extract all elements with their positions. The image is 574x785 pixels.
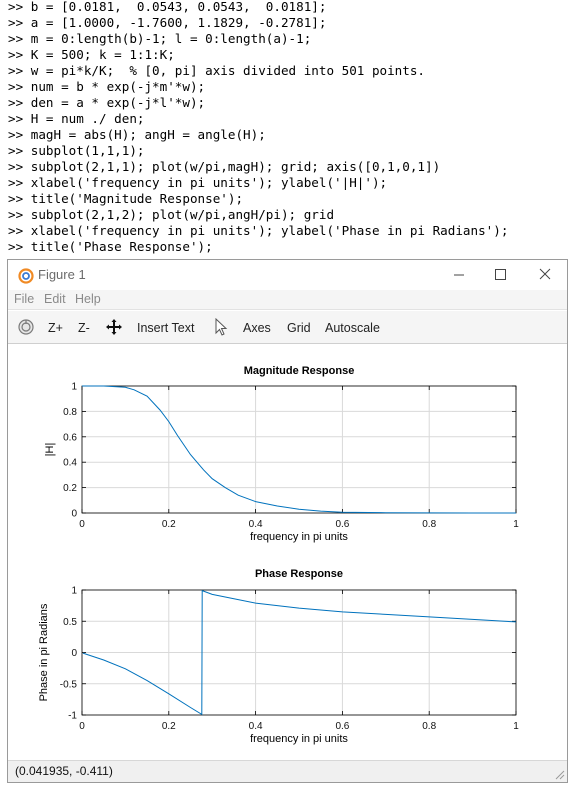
- x-tick-label: 0.8: [422, 721, 436, 732]
- console-line: >> K = 500; k = 1:1:K;: [8, 47, 175, 62]
- y-tick-label: 0.8: [63, 407, 77, 418]
- axes-button[interactable]: Axes: [243, 321, 271, 335]
- y-tick-label: 0.6: [63, 432, 77, 443]
- menu-help[interactable]: Help: [75, 292, 101, 306]
- console-line: >> num = b * exp(-j*m'*w);: [8, 79, 206, 94]
- status-bar: (0.041935, -0.411): [8, 760, 567, 782]
- autoscale-button[interactable]: Autoscale: [325, 321, 380, 335]
- x-tick-label: 0.8: [422, 519, 436, 530]
- select-pointer-icon[interactable]: [212, 318, 230, 336]
- x-axis-label: frequency in pi units: [250, 733, 348, 745]
- console-line: >> a = [1.0000, -1.7600, 1.1829, -0.2781…: [8, 15, 327, 30]
- x-tick-label: 0: [79, 721, 85, 732]
- x-axis-label: frequency in pi units: [250, 531, 348, 543]
- figure-canvas[interactable]: 0 0.2 0.4 0.6 0.8 1 0 0.2 0.4 0.6 0.8 1 Magnitude Re…: [8, 345, 567, 760]
- y-tick-label: -1: [68, 711, 77, 722]
- grid-button[interactable]: Grid: [287, 321, 311, 335]
- figure-window: Figure 1 File Edit Help Z+ Z- Insert Tex…: [7, 259, 568, 783]
- console-line: >> title('Phase Response');: [8, 239, 213, 254]
- y-axis-label: Phase in pi Radians: [38, 603, 50, 701]
- console-line: >> b = [0.0181, 0.0543, 0.0543, 0.0181];: [8, 0, 327, 14]
- rotate-icon[interactable]: [17, 318, 35, 336]
- menu-edit[interactable]: Edit: [44, 292, 66, 306]
- y-tick-label: 0.2: [63, 483, 77, 494]
- maximize-button[interactable]: [486, 263, 516, 287]
- pan-icon[interactable]: [105, 318, 123, 336]
- chart-title: Magnitude Response: [244, 365, 355, 377]
- command-window-output: >> b = [0.0181, 0.0543, 0.0543, 0.0181];…: [0, 0, 574, 262]
- resize-grip-icon[interactable]: [553, 768, 565, 780]
- minimize-button[interactable]: [444, 263, 474, 287]
- zoom-in-button[interactable]: Z+: [48, 321, 63, 335]
- y-tick-label: 1: [71, 382, 77, 393]
- window-titlebar[interactable]: Figure 1: [8, 260, 567, 290]
- close-button[interactable]: [530, 263, 560, 287]
- x-tick-label: 0.2: [162, 519, 176, 530]
- console-line: >> m = 0:length(b)-1; l = 0:length(a)-1;: [8, 31, 312, 46]
- console-line: >> subplot(2,1,1); plot(w/pi,magH); grid…: [8, 159, 441, 174]
- minimize-icon: [454, 274, 464, 276]
- y-tick-label: 1: [71, 586, 77, 597]
- insert-text-button[interactable]: Insert Text: [137, 321, 195, 335]
- window-title: Figure 1: [38, 267, 86, 282]
- menubar: File Edit Help: [8, 290, 567, 310]
- y-axis-label: |H|: [44, 443, 56, 457]
- x-tick-label: 0.2: [162, 721, 176, 732]
- menu-file[interactable]: File: [14, 292, 35, 306]
- plot-svg: 0 0.2 0.4 0.6 0.8 1 0 0.2 0.4 0.6 0.8 1 Magnitude Re…: [38, 365, 519, 745]
- x-tick-label: 0.4: [249, 519, 263, 530]
- console-line: >> xlabel('frequency in pi units'); ylab…: [8, 223, 509, 238]
- x-tick-label: 1: [513, 721, 519, 732]
- x-tick-label: 0: [79, 519, 85, 530]
- console-line: >> subplot(2,1,2); plot(w/pi,angH/pi); g…: [8, 207, 335, 222]
- y-tick-label: -0.5: [60, 679, 78, 690]
- figure-toolbar: Z+ Z- Insert Text Axes Grid Autoscale: [8, 311, 567, 344]
- octave-app-icon: [18, 268, 34, 284]
- console-line: >> w = pi*k/K; % [0, pi] axis divided in…: [8, 63, 426, 78]
- x-tick-label: 0.4: [249, 721, 263, 732]
- series-line: [82, 385, 516, 514]
- zoom-out-button[interactable]: Z-: [78, 321, 90, 335]
- series-line: [82, 589, 517, 716]
- console-line: >> den = a * exp(-j*l'*w);: [8, 95, 206, 110]
- console-line: >> xlabel('frequency in pi units'); ylab…: [8, 175, 388, 190]
- console-line: >> subplot(1,1,1);: [8, 143, 145, 158]
- close-icon: [539, 268, 551, 280]
- console-line: >> title('Magnitude Response');: [8, 191, 244, 206]
- y-tick-label: 0.4: [63, 458, 77, 469]
- maximize-icon: [495, 269, 506, 280]
- console-line: >> magH = abs(H); angH = angle(H);: [8, 127, 266, 142]
- x-tick-label: 0.6: [335, 519, 349, 530]
- y-tick-label: 0: [71, 509, 77, 520]
- pointer-coordinates: (0.041935, -0.411): [15, 764, 113, 778]
- x-tick-label: 1: [513, 519, 519, 530]
- chart-title: Phase Response: [255, 568, 343, 580]
- x-tick-label: 0.6: [335, 721, 349, 732]
- y-tick-label: 0.5: [63, 617, 77, 628]
- console-line: >> H = num ./ den;: [8, 111, 145, 126]
- y-tick-label: 0: [71, 648, 77, 659]
- axes-box: [81, 385, 517, 514]
